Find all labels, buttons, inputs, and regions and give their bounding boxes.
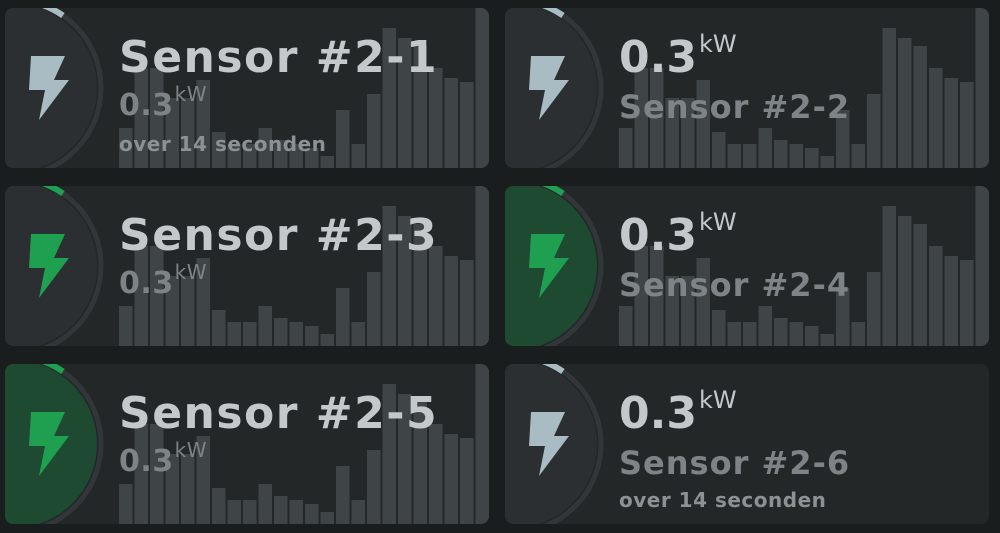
unit-label: kW: [698, 386, 737, 414]
gauge-level-arc: [541, 8, 565, 19]
lightning-icon: [527, 412, 573, 476]
gauge-track: [543, 364, 604, 524]
sensor-value: 0.3kW: [119, 260, 208, 301]
sensor-name: Sensor #2-2: [619, 88, 851, 126]
lightning-icon: [527, 234, 573, 298]
gauge-level-arc: [541, 186, 565, 197]
unit-label: kW: [698, 208, 737, 236]
sensor-card[interactable]: Sensor #2-5 0.3kW: [5, 364, 489, 524]
unit-label: kW: [174, 82, 208, 106]
gauge-track: [543, 186, 604, 346]
gauge-track: [43, 364, 104, 524]
gauge-level-arc: [41, 8, 65, 19]
sensor-card[interactable]: 0.3kW Sensor #2-2: [505, 8, 989, 168]
gauge-level-arc: [41, 186, 65, 197]
sensor-card[interactable]: Sensor #2-1 0.3kW over 14 seconden: [5, 8, 489, 168]
sensor-name: Sensor #2-4: [619, 266, 851, 304]
unit-label: kW: [174, 260, 208, 284]
last-changed: over 14 seconden: [619, 488, 827, 512]
gauge-track: [43, 8, 104, 168]
sensor-card[interactable]: 0.3kW Sensor #2-6 over 14 seconden: [505, 364, 989, 524]
gauge-level-arc: [41, 364, 65, 375]
sensor-name: Sensor #2-6: [619, 444, 851, 482]
sensor-name: Sensor #2-5: [119, 388, 439, 439]
lightning-icon: [27, 234, 73, 298]
sensor-value: 0.3kW: [619, 386, 737, 439]
lightning-icon: [527, 56, 573, 120]
sensor-value: 0.3kW: [619, 30, 737, 83]
sensor-name: Sensor #2-1: [119, 32, 439, 83]
sensor-value: 0.3kW: [119, 438, 208, 479]
gauge-track: [43, 186, 104, 346]
gauge-level-arc: [541, 364, 565, 375]
sensor-value: 0.3kW: [619, 208, 737, 261]
lightning-icon: [27, 412, 73, 476]
sensor-value: 0.3kW: [119, 82, 208, 123]
gauge-track: [543, 8, 604, 168]
lightning-icon: [27, 56, 73, 120]
unit-label: kW: [174, 438, 208, 462]
last-changed: over 14 seconden: [119, 132, 327, 156]
sensor-name: Sensor #2-3: [119, 210, 439, 261]
sensor-card[interactable]: Sensor #2-3 0.3kW: [5, 186, 489, 346]
sensor-card[interactable]: 0.3kW Sensor #2-4: [505, 186, 989, 346]
unit-label: kW: [698, 30, 737, 58]
